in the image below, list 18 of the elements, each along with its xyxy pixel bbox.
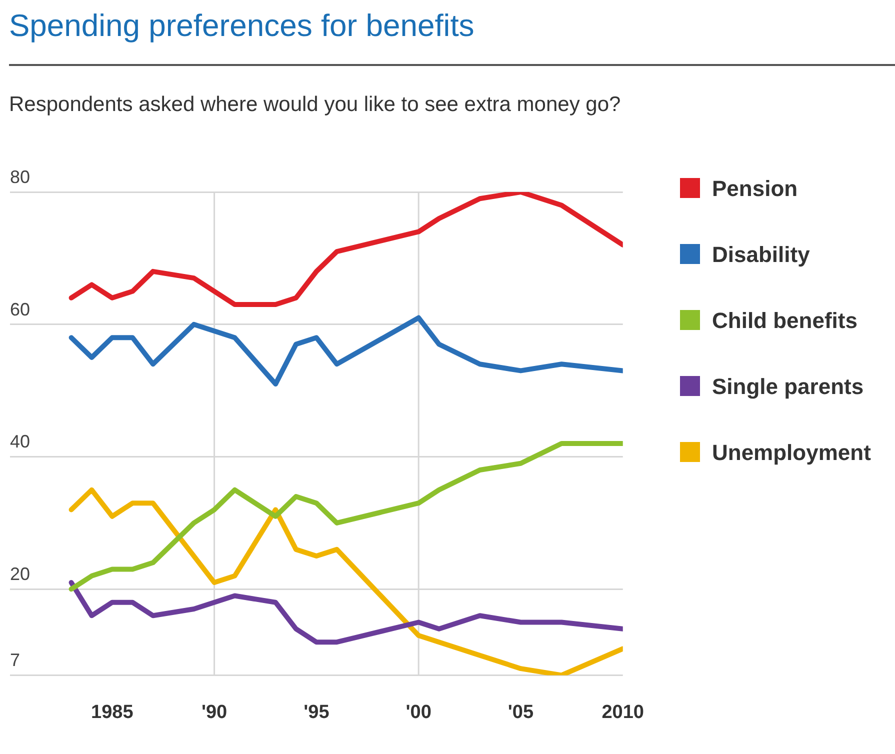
x-tick-label: '00 (406, 702, 432, 723)
x-tick-label: 2010 (602, 702, 644, 723)
y-tick-label: 20 (10, 564, 30, 584)
chart-subtitle: Respondents asked where would you like to see extra money go? (9, 93, 621, 117)
y-tick-label: 60 (10, 299, 30, 320)
legend-label: Unemployment (712, 439, 871, 467)
chart-title: Spending preferences for benefits (9, 8, 474, 44)
x-tick-label: '90 (201, 702, 228, 723)
legend-label: Pension (712, 175, 798, 203)
y-tick-label: 80 (10, 166, 30, 187)
y-tick-label: 40 (10, 432, 30, 452)
x-tick-label: 1985 (91, 702, 134, 723)
y-tick-label: 7 (10, 650, 20, 670)
legend-label: Child benefits (712, 307, 858, 335)
x-tick-label: '95 (304, 702, 330, 723)
legend-label: Single parents (712, 373, 864, 401)
legend-label: Disability (712, 241, 810, 269)
x-tick-label: '05 (508, 702, 534, 723)
